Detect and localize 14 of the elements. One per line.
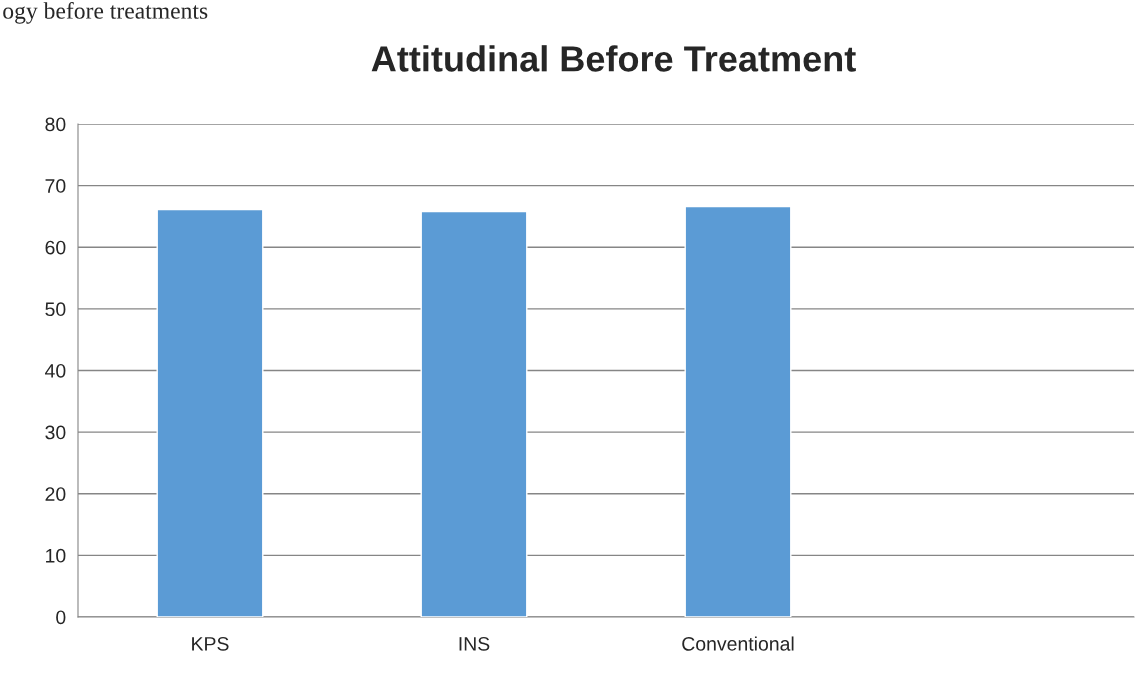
y-tick-label: 60 (45, 240, 66, 255)
y-tick-label: 10 (46, 548, 66, 563)
x-tick-label: KPS (192, 636, 229, 651)
y-tick-label: 0 (56, 610, 66, 625)
y-tick-label: 20 (45, 487, 66, 501)
text: ogy before treatments (3, 2, 208, 24)
y-tick-label: 80 (45, 117, 66, 132)
y-tick-label: 30 (45, 425, 66, 440)
chart-title: Attitudinal Before Treatment (371, 45, 856, 72)
y-tick-label: 50 (45, 302, 66, 317)
y-tick-label: 40 (45, 363, 66, 378)
y-tick-label: 70 (45, 179, 66, 193)
x-tick-label: Conventional (682, 636, 794, 651)
x-tick-label: INS (459, 636, 490, 651)
